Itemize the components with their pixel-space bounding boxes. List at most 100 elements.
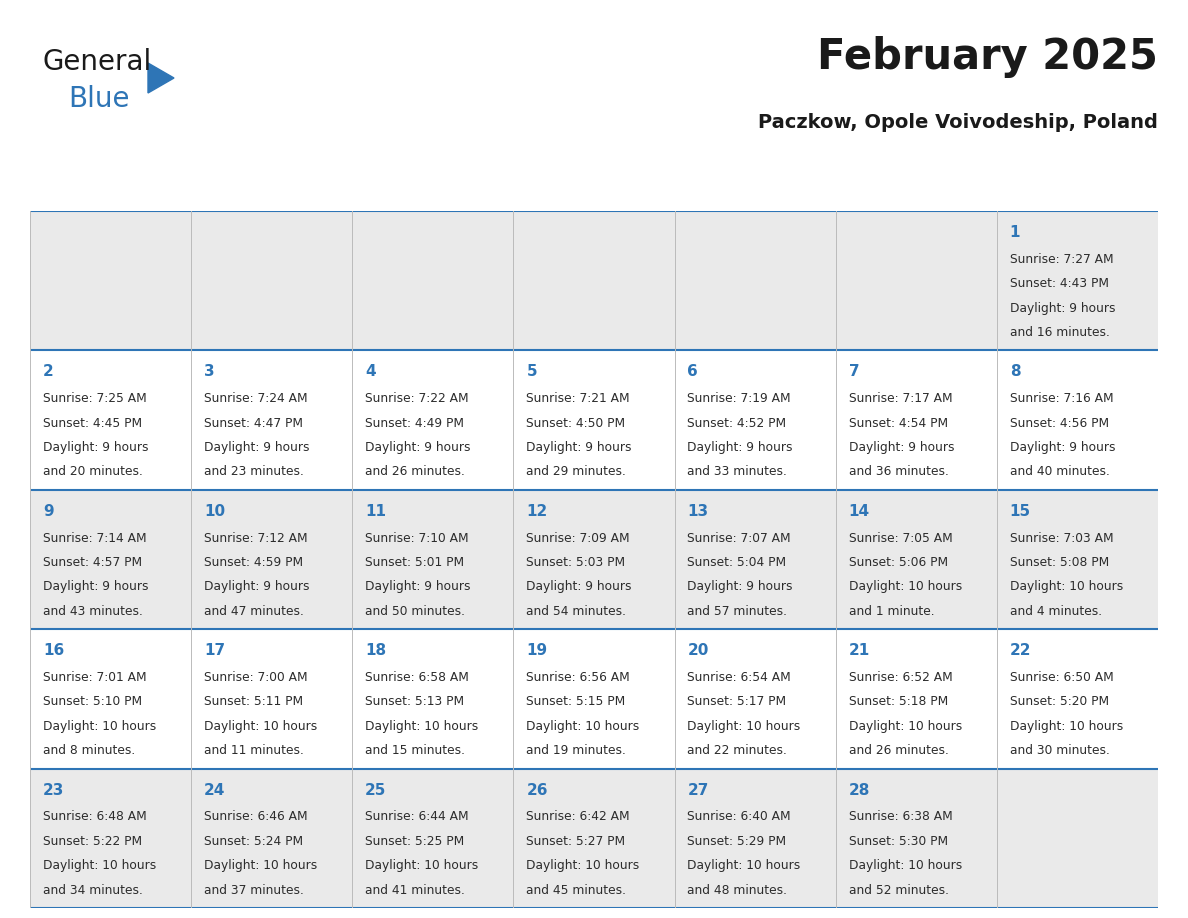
Text: Daylight: 10 hours: Daylight: 10 hours xyxy=(526,859,639,872)
Text: Sunset: 5:15 PM: Sunset: 5:15 PM xyxy=(526,696,626,709)
Text: Sunrise: 7:07 AM: Sunrise: 7:07 AM xyxy=(688,532,791,544)
Text: and 34 minutes.: and 34 minutes. xyxy=(43,884,143,897)
Text: Sunrise: 6:40 AM: Sunrise: 6:40 AM xyxy=(688,811,791,823)
Text: and 4 minutes.: and 4 minutes. xyxy=(1010,605,1102,618)
Text: Sunset: 4:57 PM: Sunset: 4:57 PM xyxy=(43,556,143,569)
Text: 1: 1 xyxy=(1010,225,1020,240)
Text: and 48 minutes.: and 48 minutes. xyxy=(688,884,788,897)
Text: 18: 18 xyxy=(365,644,386,658)
Text: Sunset: 4:49 PM: Sunset: 4:49 PM xyxy=(365,417,465,430)
Text: Daylight: 9 hours: Daylight: 9 hours xyxy=(43,441,148,454)
Text: Sunrise: 7:22 AM: Sunrise: 7:22 AM xyxy=(365,392,469,405)
Text: and 33 minutes.: and 33 minutes. xyxy=(688,465,788,478)
Polygon shape xyxy=(148,63,173,93)
Text: 14: 14 xyxy=(848,504,870,519)
Text: 3: 3 xyxy=(204,364,215,379)
Text: Daylight: 9 hours: Daylight: 9 hours xyxy=(43,580,148,593)
Text: Sunrise: 7:16 AM: Sunrise: 7:16 AM xyxy=(1010,392,1113,405)
Text: 13: 13 xyxy=(688,504,708,519)
Text: 24: 24 xyxy=(204,782,226,798)
Text: 7: 7 xyxy=(848,364,859,379)
Text: Daylight: 9 hours: Daylight: 9 hours xyxy=(526,441,632,454)
Text: Daylight: 10 hours: Daylight: 10 hours xyxy=(204,859,317,872)
Text: Sunrise: 7:21 AM: Sunrise: 7:21 AM xyxy=(526,392,630,405)
Text: Sunrise: 7:01 AM: Sunrise: 7:01 AM xyxy=(43,671,146,684)
Text: Sunrise: 7:27 AM: Sunrise: 7:27 AM xyxy=(1010,252,1113,266)
Text: Tuesday: Tuesday xyxy=(368,183,434,197)
Text: Sunset: 5:01 PM: Sunset: 5:01 PM xyxy=(365,556,465,569)
Text: 5: 5 xyxy=(526,364,537,379)
Text: and 57 minutes.: and 57 minutes. xyxy=(688,605,788,618)
Bar xyxy=(30,211,1158,351)
Text: Daylight: 9 hours: Daylight: 9 hours xyxy=(365,441,470,454)
Text: Sunset: 5:25 PM: Sunset: 5:25 PM xyxy=(365,834,465,848)
Bar xyxy=(30,351,1158,490)
Text: Daylight: 10 hours: Daylight: 10 hours xyxy=(848,720,962,733)
Text: and 26 minutes.: and 26 minutes. xyxy=(848,744,948,757)
Text: and 20 minutes.: and 20 minutes. xyxy=(43,465,143,478)
Text: Sunrise: 6:46 AM: Sunrise: 6:46 AM xyxy=(204,811,308,823)
Text: 20: 20 xyxy=(688,644,709,658)
Text: Sunrise: 6:56 AM: Sunrise: 6:56 AM xyxy=(526,671,630,684)
Text: Sunrise: 6:54 AM: Sunrise: 6:54 AM xyxy=(688,671,791,684)
Text: Sunset: 5:24 PM: Sunset: 5:24 PM xyxy=(204,834,303,848)
Text: 9: 9 xyxy=(43,504,53,519)
Text: and 40 minutes.: and 40 minutes. xyxy=(1010,465,1110,478)
Text: and 23 minutes.: and 23 minutes. xyxy=(204,465,304,478)
Text: and 22 minutes.: and 22 minutes. xyxy=(688,744,788,757)
Text: Sunset: 5:03 PM: Sunset: 5:03 PM xyxy=(526,556,625,569)
Text: 22: 22 xyxy=(1010,644,1031,658)
Text: Monday: Monday xyxy=(207,183,271,197)
Text: Daylight: 10 hours: Daylight: 10 hours xyxy=(848,859,962,872)
Text: Sunrise: 7:19 AM: Sunrise: 7:19 AM xyxy=(688,392,791,405)
Text: Sunset: 4:52 PM: Sunset: 4:52 PM xyxy=(688,417,786,430)
Text: Sunrise: 6:52 AM: Sunrise: 6:52 AM xyxy=(848,671,953,684)
Text: 4: 4 xyxy=(365,364,375,379)
Text: Daylight: 10 hours: Daylight: 10 hours xyxy=(1010,580,1123,593)
Text: 21: 21 xyxy=(848,644,870,658)
Text: Daylight: 10 hours: Daylight: 10 hours xyxy=(204,720,317,733)
Text: 15: 15 xyxy=(1010,504,1031,519)
Text: Sunrise: 7:24 AM: Sunrise: 7:24 AM xyxy=(204,392,308,405)
Text: Sunset: 5:08 PM: Sunset: 5:08 PM xyxy=(1010,556,1110,569)
Text: 8: 8 xyxy=(1010,364,1020,379)
Text: Daylight: 9 hours: Daylight: 9 hours xyxy=(688,441,792,454)
Text: and 26 minutes.: and 26 minutes. xyxy=(365,465,465,478)
Text: Daylight: 10 hours: Daylight: 10 hours xyxy=(1010,720,1123,733)
Text: Sunset: 5:30 PM: Sunset: 5:30 PM xyxy=(848,834,948,848)
Text: 28: 28 xyxy=(848,782,870,798)
Text: Daylight: 10 hours: Daylight: 10 hours xyxy=(365,720,479,733)
Text: Daylight: 9 hours: Daylight: 9 hours xyxy=(204,441,310,454)
Text: Sunrise: 7:05 AM: Sunrise: 7:05 AM xyxy=(848,532,953,544)
Text: Sunrise: 7:03 AM: Sunrise: 7:03 AM xyxy=(1010,532,1113,544)
Text: Blue: Blue xyxy=(68,85,129,113)
Text: Sunset: 4:56 PM: Sunset: 4:56 PM xyxy=(1010,417,1108,430)
Text: Sunrise: 7:25 AM: Sunrise: 7:25 AM xyxy=(43,392,146,405)
Text: Sunset: 5:18 PM: Sunset: 5:18 PM xyxy=(848,696,948,709)
Text: Sunday: Sunday xyxy=(46,183,107,197)
Text: Sunrise: 7:09 AM: Sunrise: 7:09 AM xyxy=(526,532,630,544)
Text: Daylight: 10 hours: Daylight: 10 hours xyxy=(848,580,962,593)
Text: and 47 minutes.: and 47 minutes. xyxy=(204,605,304,618)
Text: Paczkow, Opole Voivodeship, Poland: Paczkow, Opole Voivodeship, Poland xyxy=(758,114,1158,132)
Text: Sunset: 4:47 PM: Sunset: 4:47 PM xyxy=(204,417,303,430)
Text: February 2025: February 2025 xyxy=(817,36,1158,78)
Text: 27: 27 xyxy=(688,782,709,798)
Text: Sunrise: 7:12 AM: Sunrise: 7:12 AM xyxy=(204,532,308,544)
Text: Sunset: 4:54 PM: Sunset: 4:54 PM xyxy=(848,417,948,430)
Bar xyxy=(30,768,1158,908)
Text: Sunrise: 7:17 AM: Sunrise: 7:17 AM xyxy=(848,392,953,405)
Text: Sunset: 5:11 PM: Sunset: 5:11 PM xyxy=(204,696,303,709)
Text: 2: 2 xyxy=(43,364,53,379)
Bar xyxy=(30,629,1158,768)
Text: and 50 minutes.: and 50 minutes. xyxy=(365,605,466,618)
Text: Sunset: 5:29 PM: Sunset: 5:29 PM xyxy=(688,834,786,848)
Text: Daylight: 10 hours: Daylight: 10 hours xyxy=(688,720,801,733)
Text: 25: 25 xyxy=(365,782,386,798)
Text: and 11 minutes.: and 11 minutes. xyxy=(204,744,304,757)
Text: Sunrise: 6:48 AM: Sunrise: 6:48 AM xyxy=(43,811,146,823)
Text: and 41 minutes.: and 41 minutes. xyxy=(365,884,465,897)
Text: Sunset: 5:17 PM: Sunset: 5:17 PM xyxy=(688,696,786,709)
Text: and 37 minutes.: and 37 minutes. xyxy=(204,884,304,897)
Text: Sunrise: 6:38 AM: Sunrise: 6:38 AM xyxy=(848,811,953,823)
